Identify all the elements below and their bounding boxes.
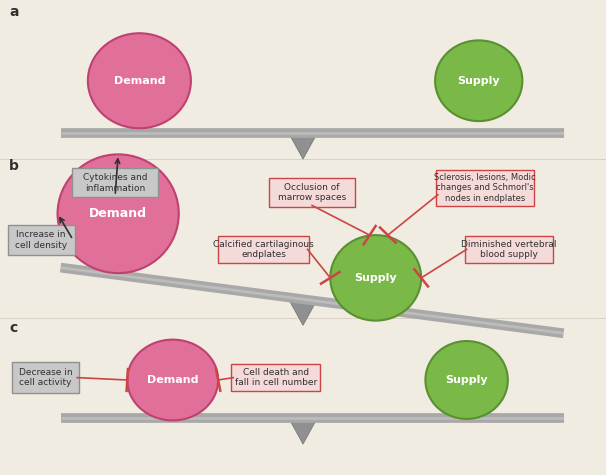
Text: Cell death and
fall in cell number: Cell death and fall in cell number xyxy=(235,368,317,387)
Text: Demand: Demand xyxy=(89,207,147,220)
FancyBboxPatch shape xyxy=(218,236,309,263)
Ellipse shape xyxy=(58,154,179,273)
Text: Supply: Supply xyxy=(458,76,500,86)
Text: Demand: Demand xyxy=(114,76,165,86)
Text: Cytokines and
inflammation: Cytokines and inflammation xyxy=(83,173,147,192)
Polygon shape xyxy=(290,135,316,159)
Text: b: b xyxy=(9,159,19,173)
Text: c: c xyxy=(9,321,18,334)
Text: a: a xyxy=(9,5,19,19)
Text: Increase in
cell density: Increase in cell density xyxy=(15,230,67,249)
Ellipse shape xyxy=(330,235,421,321)
Text: Occlusion of
marrow spaces: Occlusion of marrow spaces xyxy=(278,183,346,202)
Ellipse shape xyxy=(88,33,191,128)
FancyBboxPatch shape xyxy=(73,169,158,198)
Text: Supply: Supply xyxy=(355,273,397,283)
Text: Demand: Demand xyxy=(147,375,198,385)
FancyBboxPatch shape xyxy=(12,362,79,393)
FancyBboxPatch shape xyxy=(8,225,75,255)
Text: Calcified cartilaginous
endplates: Calcified cartilaginous endplates xyxy=(213,240,314,259)
Ellipse shape xyxy=(435,40,522,121)
Ellipse shape xyxy=(127,340,218,420)
Polygon shape xyxy=(290,420,316,444)
Text: Decrease in
cell activity: Decrease in cell activity xyxy=(19,368,72,387)
FancyBboxPatch shape xyxy=(465,236,553,263)
Polygon shape xyxy=(290,301,316,325)
FancyBboxPatch shape xyxy=(231,364,320,391)
Text: Sclerosis, lesions, Modic
changes and Schmorl's
nodes in endplates: Sclerosis, lesions, Modic changes and Sc… xyxy=(434,173,536,202)
FancyBboxPatch shape xyxy=(270,178,355,207)
FancyBboxPatch shape xyxy=(436,170,534,206)
Text: Supply: Supply xyxy=(445,375,488,385)
Ellipse shape xyxy=(425,341,508,419)
Text: Diminished vertebral
blood supply: Diminished vertebral blood supply xyxy=(461,240,557,259)
